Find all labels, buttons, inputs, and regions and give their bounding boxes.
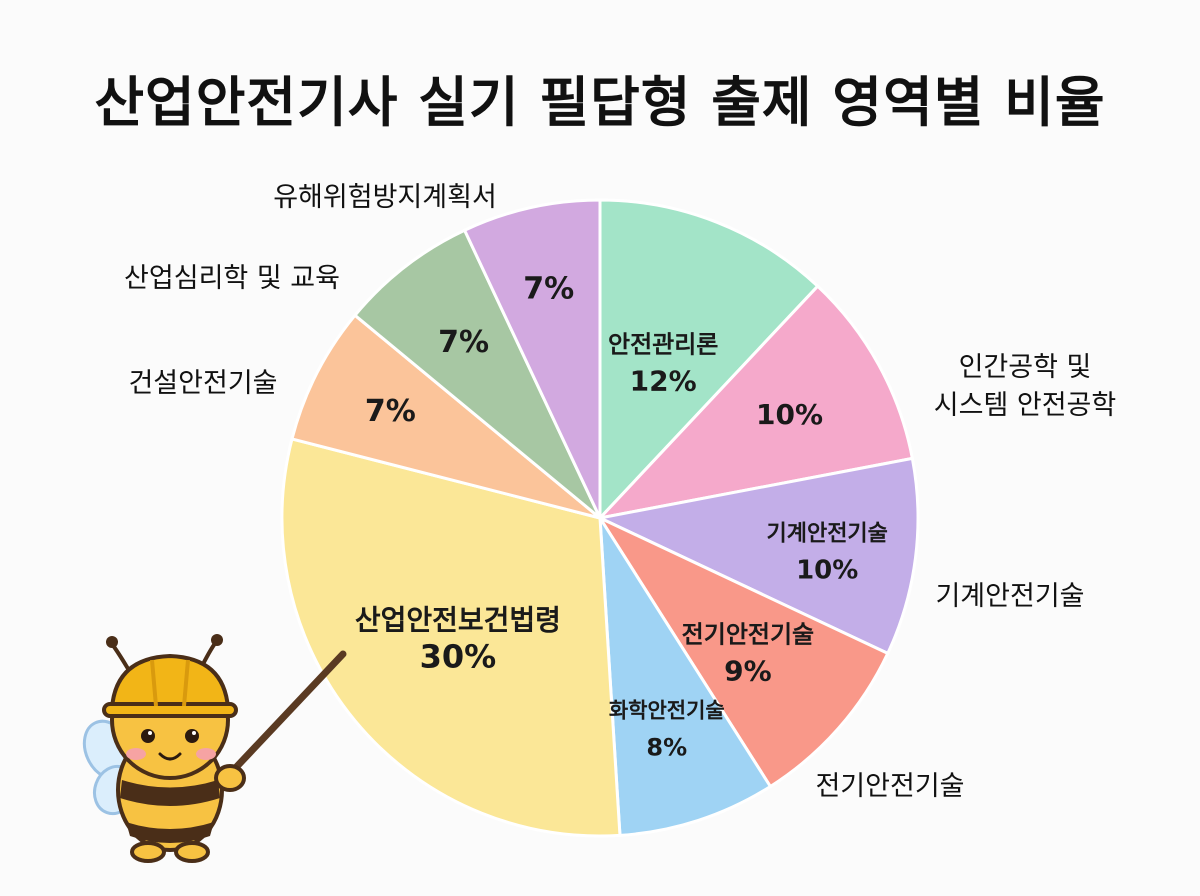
pie-slice — [598, 198, 820, 522]
slice-outer-label: 인간공학 및 — [959, 352, 1092, 383]
slice-outer-label: 전기안전기술 — [815, 771, 964, 802]
pie-slice — [595, 514, 890, 789]
pie-slice — [598, 517, 773, 837]
slice-value-label: 10% — [796, 556, 858, 586]
slice-name-label: 기계안전기술 — [766, 522, 887, 547]
slice-outer-label: 유해위험방지계획서 — [273, 182, 497, 213]
pointer-stick — [222, 650, 347, 782]
slice-value-label: 7% — [365, 394, 416, 429]
pie-slice — [290, 313, 601, 520]
bee-mascot-illustration — [82, 634, 347, 863]
slice-name-label: 안전관리론 — [608, 330, 718, 358]
slice-value-label: 12% — [630, 364, 697, 397]
pie-slice — [595, 456, 920, 656]
slice-value-label: 10% — [756, 398, 823, 431]
slice-value-label: 8% — [646, 734, 687, 762]
pie-slice — [352, 228, 602, 520]
slice-outer-label: 시스템 안전공학 — [934, 390, 1116, 421]
slice-name-label: 산업안전보건법령 — [355, 604, 561, 637]
slice-outer-label: 기계안전기술 — [935, 581, 1084, 612]
slice-value-label: 7% — [438, 325, 489, 360]
pie-slice — [280, 437, 622, 838]
slice-outer-label: 산업심리학 및 교육 — [124, 263, 340, 294]
hard-hat-icon — [109, 653, 231, 710]
pie-slice — [595, 284, 915, 521]
slice-value-label: 9% — [724, 654, 772, 687]
pie-slice — [462, 198, 602, 519]
slice-outer-label: 건설안전기술 — [128, 368, 277, 399]
slice-value-label: 30% — [420, 638, 497, 676]
slice-value-label: 7% — [523, 271, 574, 306]
page-title: 산업안전기사 실기 필답형 출제 영역별 비율 — [94, 71, 1106, 134]
slice-name-label: 화학안전기술 — [609, 699, 725, 723]
slice-name-label: 전기안전기술 — [682, 620, 814, 648]
